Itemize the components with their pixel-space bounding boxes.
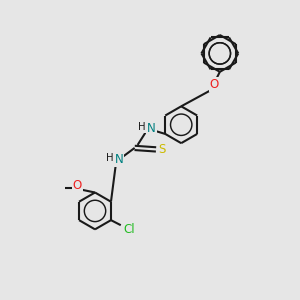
Text: N: N [147,122,156,135]
Text: O: O [210,78,219,91]
Text: H: H [138,122,145,132]
Text: O: O [73,179,82,193]
Text: Cl: Cl [123,223,135,236]
Text: S: S [158,143,166,156]
Text: H: H [106,153,113,163]
Text: N: N [115,153,124,166]
